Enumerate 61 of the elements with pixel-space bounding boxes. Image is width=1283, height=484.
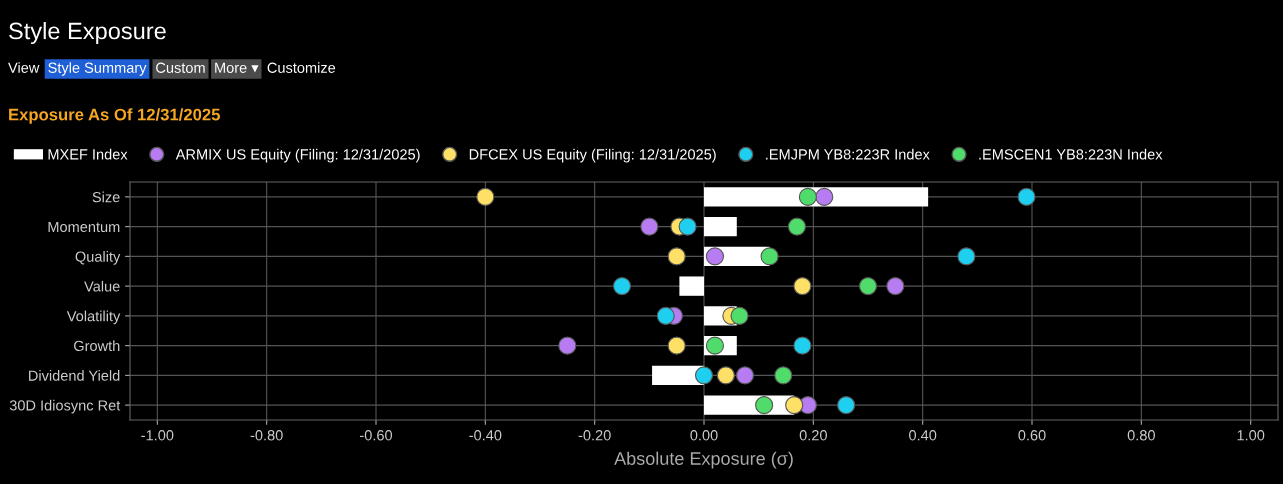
point bbox=[886, 277, 905, 296]
point bbox=[640, 217, 659, 236]
x-tick-label: -0.20 bbox=[578, 430, 611, 441]
text: Customize bbox=[267, 62, 336, 73]
x-tick-label: -0.80 bbox=[250, 430, 283, 441]
point bbox=[858, 277, 878, 296]
legend-label: DFCEX US Equity (Filing: 12/31/2025) bbox=[469, 148, 716, 163]
x-tick-label: 0.40 bbox=[909, 430, 937, 441]
point bbox=[755, 396, 774, 415]
point bbox=[957, 247, 976, 266]
text: Style Summary bbox=[48, 62, 147, 76]
point bbox=[837, 396, 856, 415]
point bbox=[793, 277, 812, 296]
point bbox=[774, 366, 793, 385]
point bbox=[815, 187, 834, 206]
y-tick-label: Value bbox=[84, 280, 120, 292]
point bbox=[656, 306, 675, 325]
legend-label: .EMSCEN1 YB8:223N Index bbox=[979, 148, 1163, 160]
point bbox=[667, 336, 686, 355]
text: More ▾ bbox=[215, 62, 259, 73]
point bbox=[694, 366, 714, 385]
point bbox=[667, 247, 686, 266]
chart-subtitle: Exposure As Of 12/31/2025 bbox=[9, 108, 220, 124]
chart-title: Style Exposure bbox=[9, 22, 166, 44]
point bbox=[793, 336, 812, 355]
point bbox=[787, 217, 806, 236]
x-tick-label: -0.40 bbox=[469, 430, 502, 441]
bar bbox=[679, 276, 704, 296]
point bbox=[785, 396, 804, 415]
legend-label: MXEF Index bbox=[48, 148, 128, 160]
x-tick-label: -1.00 bbox=[141, 430, 174, 441]
point bbox=[705, 247, 724, 266]
y-tick-label: Momentum bbox=[48, 221, 120, 233]
legend-label: ARMIX US Equity (Filing: 12/31/2025) bbox=[175, 148, 420, 163]
y-tick-label: Quality bbox=[75, 251, 121, 265]
point bbox=[730, 306, 749, 325]
y-tick-label: 30D Idiosync Ret bbox=[9, 399, 121, 414]
y-tick-label: Size bbox=[92, 191, 120, 203]
point bbox=[735, 366, 755, 385]
text: View bbox=[8, 62, 40, 73]
x-tick-label: 1.00 bbox=[1237, 430, 1265, 441]
x-axis-title: Absolute Exposure (σ) bbox=[614, 451, 793, 469]
x-tick-label: 0.60 bbox=[1018, 430, 1046, 441]
point bbox=[476, 187, 495, 206]
point bbox=[760, 247, 779, 266]
y-tick-label: Volatility bbox=[66, 310, 121, 325]
x-tick-label: -0.60 bbox=[360, 430, 393, 441]
point bbox=[612, 277, 632, 296]
point bbox=[558, 336, 577, 355]
point bbox=[678, 217, 697, 236]
x-tick-label: 0.00 bbox=[690, 430, 718, 441]
legend-label: .EMJPM YB8:223R Index bbox=[766, 148, 930, 160]
y-tick-label: Growth bbox=[74, 340, 120, 352]
text: Custom bbox=[156, 62, 205, 73]
x-tick-label: 0.80 bbox=[1127, 430, 1155, 441]
y-tick-label: Dividend Yield bbox=[29, 370, 120, 381]
point bbox=[798, 187, 817, 206]
x-tick-label: 0.20 bbox=[799, 430, 827, 441]
point bbox=[1017, 187, 1036, 206]
bar bbox=[704, 216, 737, 237]
point bbox=[716, 366, 735, 385]
